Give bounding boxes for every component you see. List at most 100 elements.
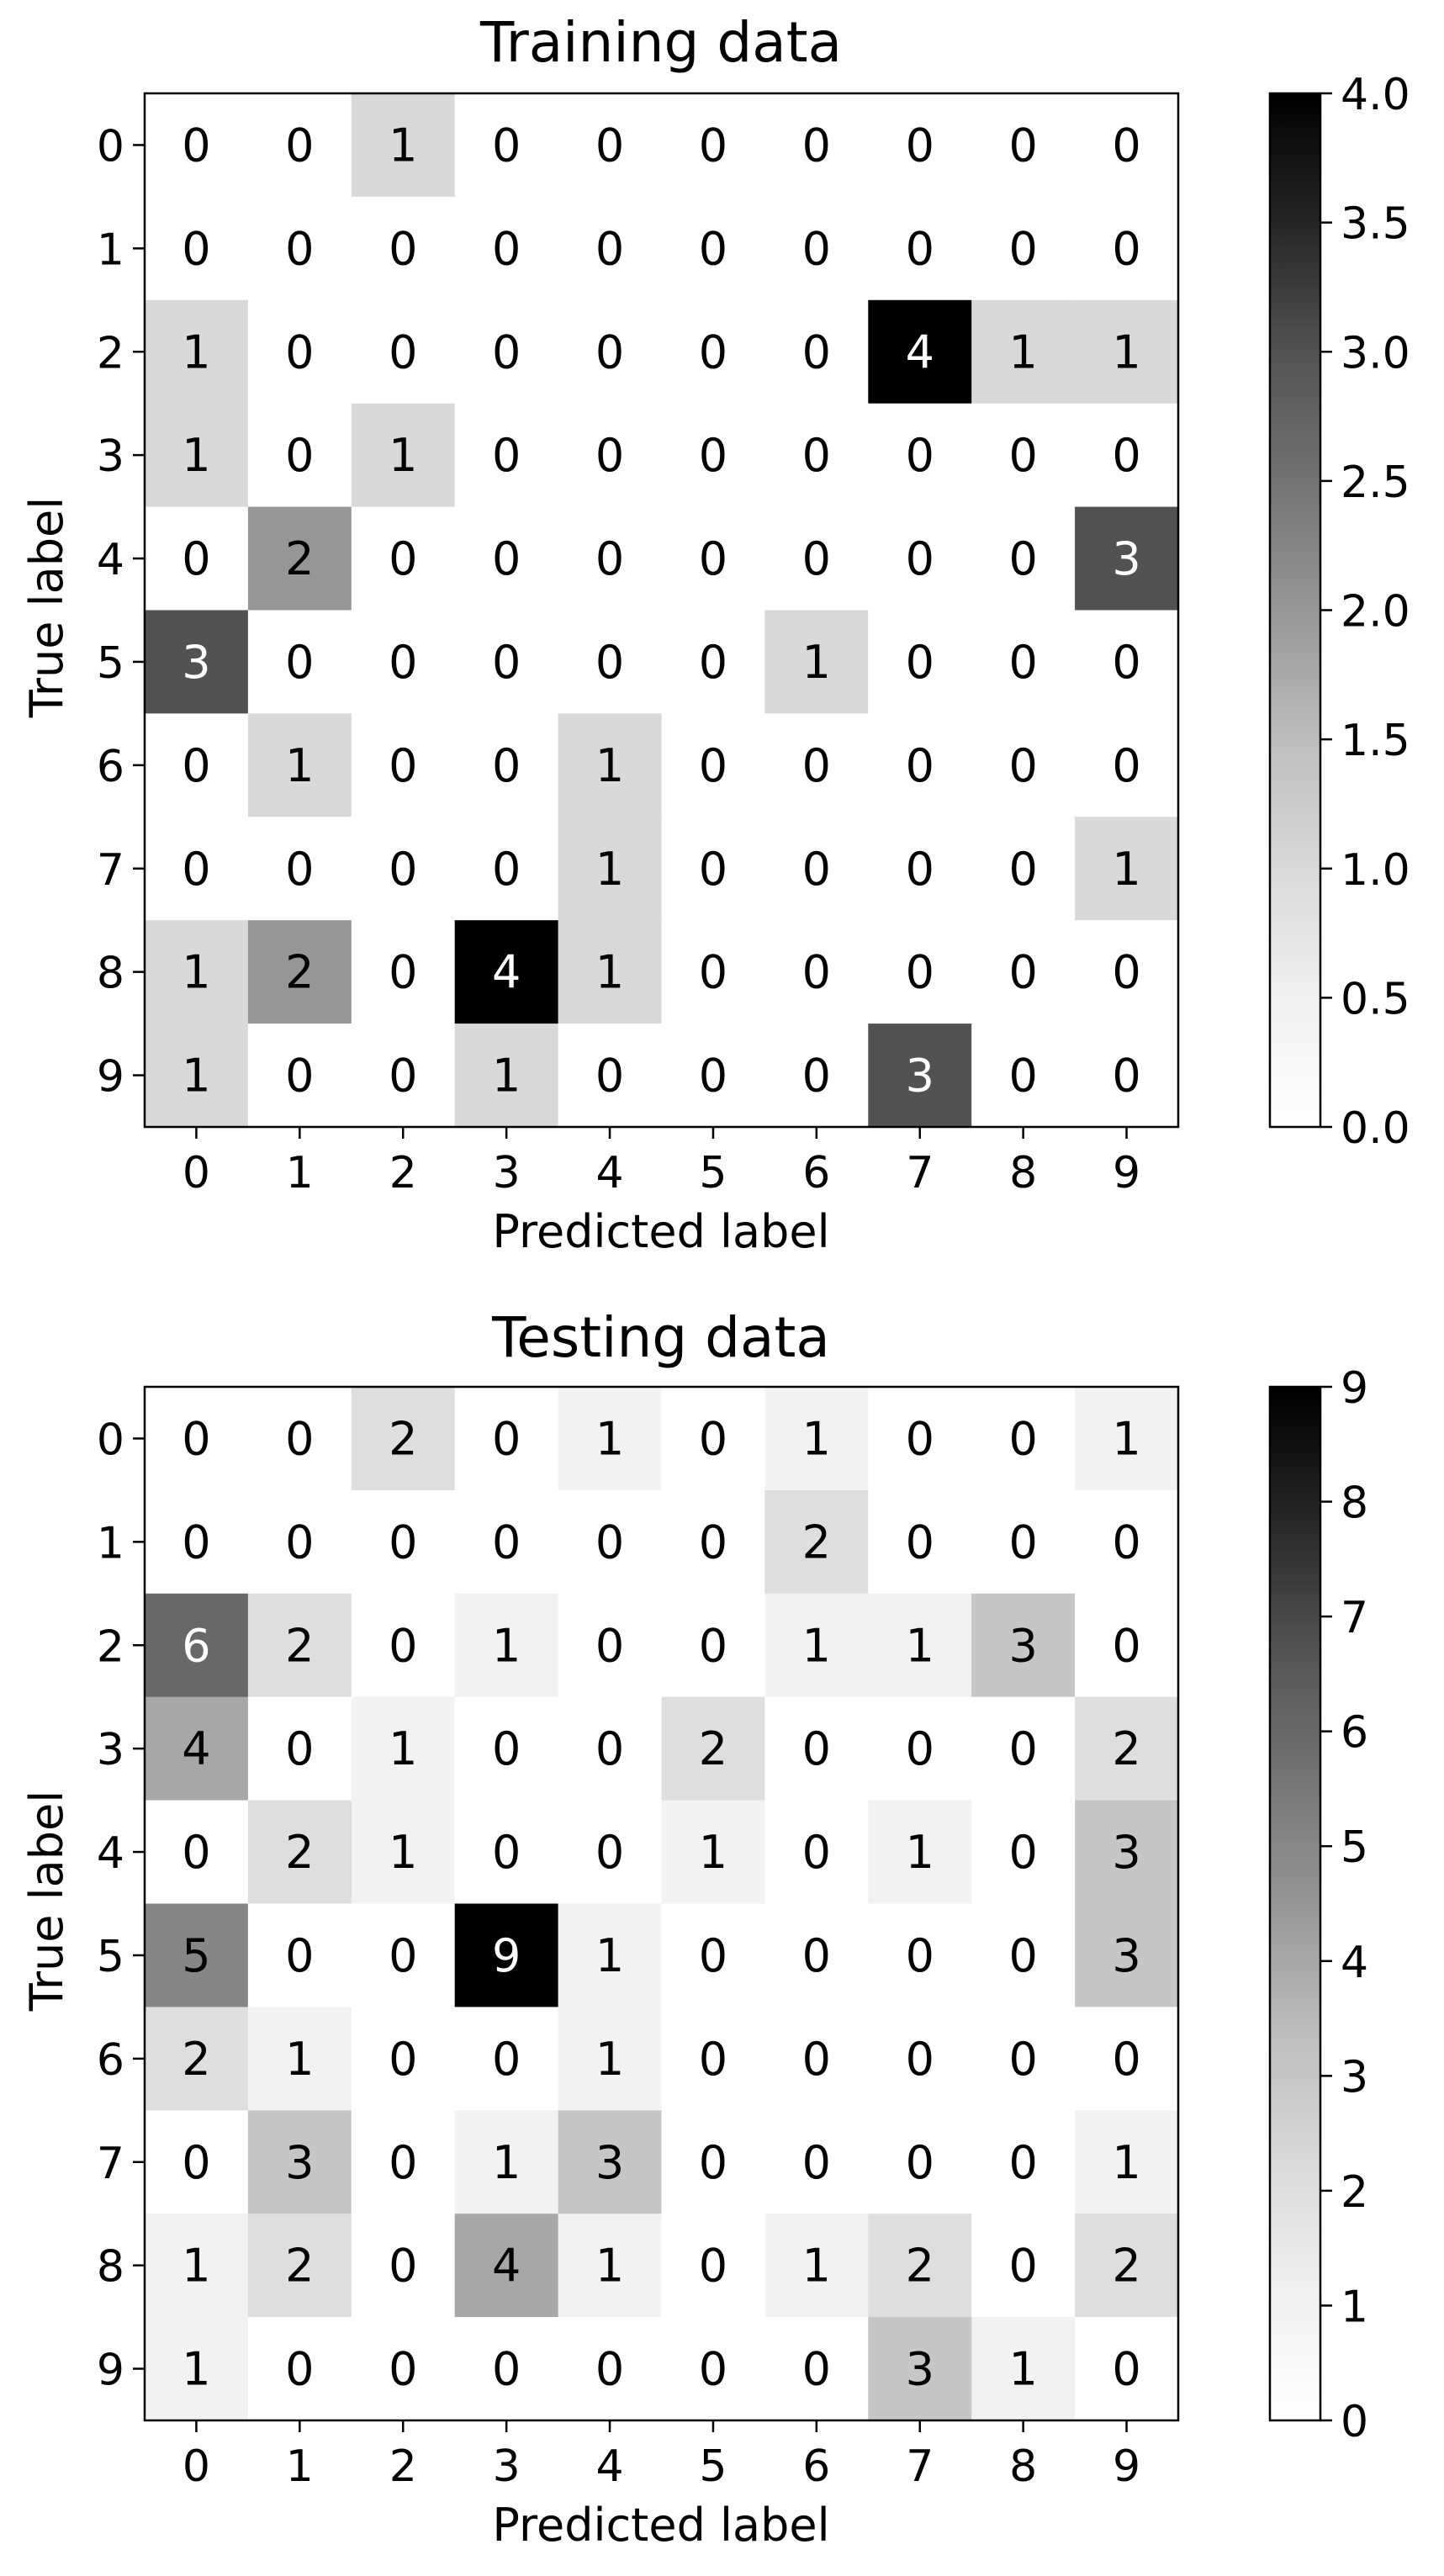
cell-value-label: 0 — [906, 946, 934, 999]
heatmap-cell — [661, 610, 765, 714]
cell-value-label: 0 — [699, 843, 727, 896]
heatmap-cell — [558, 1593, 663, 1698]
cell-value-label: 1 — [389, 1722, 417, 1775]
cell-value-label: 1 — [595, 843, 624, 896]
cell-value-label: 0 — [285, 1515, 314, 1568]
cell-value-label: 0 — [389, 2240, 417, 2293]
y-tick-label: 6 — [97, 2035, 124, 2086]
cell-value-label: 0 — [389, 1515, 417, 1568]
heatmap-cell — [454, 920, 559, 1024]
cell-value-label: 0 — [906, 1412, 934, 1465]
cell-value-label: 0 — [1008, 1412, 1037, 1465]
heatmap-cell — [145, 2214, 249, 2318]
colorbar-tick-label: 3.5 — [1341, 199, 1410, 250]
cell-value-label: 1 — [492, 1619, 521, 1672]
heatmap-cell — [454, 196, 559, 301]
cell-value-label: 0 — [699, 636, 727, 689]
cell-value-label: 2 — [285, 1826, 314, 1879]
cell-value-label: 1 — [1112, 2136, 1140, 2189]
heatmap-cell — [764, 403, 869, 508]
cell-value-label: 0 — [182, 532, 210, 585]
cell-value-label: 0 — [906, 532, 934, 585]
cell-value-label: 0 — [699, 739, 727, 792]
heatmap-cell — [454, 93, 559, 198]
heatmap-cell — [971, 1800, 1076, 1905]
heatmap-cell — [351, 1696, 456, 1801]
heatmap-cell — [145, 610, 249, 714]
cell-value-label: 1 — [595, 2033, 624, 2086]
heatmap-cell — [454, 1024, 559, 1128]
cell-value-label: 0 — [182, 1826, 210, 1879]
heatmap-cell — [764, 1593, 869, 1698]
heatmap-cell — [145, 403, 249, 508]
x-tick-label: 9 — [1113, 1148, 1140, 1198]
cell-value-label: 1 — [595, 946, 624, 999]
cell-value-label: 0 — [1008, 636, 1037, 689]
cell-value-label: 0 — [1008, 1826, 1037, 1879]
cell-value-label: 0 — [389, 1619, 417, 1672]
cell-value-label: 0 — [492, 1515, 521, 1568]
colorbar-tick-label: 2.5 — [1341, 458, 1410, 508]
heatmap-cell — [971, 610, 1076, 714]
cell-value-label: 0 — [802, 1722, 831, 1775]
cell-value-label: 0 — [595, 532, 624, 585]
heatmap-cell — [351, 1593, 456, 1698]
heatmap-cell — [661, 1696, 765, 1801]
cell-value-label: 0 — [802, 2033, 831, 2086]
cell-value-label: 0 — [1008, 2240, 1037, 2293]
cell-value-label: 0 — [1112, 1619, 1140, 1672]
x-tick-label: 5 — [699, 1148, 727, 1198]
heatmap-cell — [971, 2214, 1076, 2318]
cell-value-label: 1 — [182, 2343, 210, 2396]
heatmap-cell — [454, 2110, 559, 2214]
y-tick-label: 5 — [97, 638, 124, 689]
cell-value-label: 0 — [1112, 2343, 1140, 2396]
cell-value-label: 1 — [1112, 843, 1140, 896]
heatmap-cell — [247, 610, 352, 714]
heatmap-cell — [351, 1024, 456, 1128]
cell-value-label: 0 — [906, 1515, 934, 1568]
training-confusion-matrix: Training data Predicted label True label… — [20, 10, 1410, 1258]
cell-value-label: 0 — [285, 222, 314, 275]
heatmap-cell — [868, 1903, 972, 2007]
heatmap-cell — [247, 1387, 352, 1491]
colorbar-tick-label: 3.0 — [1341, 328, 1410, 378]
heatmap-cell — [247, 2007, 352, 2111]
y-tick-label: 8 — [97, 949, 124, 999]
cell-value-label: 3 — [1112, 1826, 1140, 1879]
heatmap-cell — [558, 1696, 663, 1801]
cell-value-label: 0 — [492, 1722, 521, 1775]
cell-value-label: 0 — [285, 429, 314, 482]
heatmap-cell — [1075, 2214, 1179, 2318]
heatmap-cell — [247, 2214, 352, 2318]
colorbar-tick-label: 0 — [1341, 2397, 1368, 2447]
heatmap-cell — [764, 817, 869, 921]
heatmap-cell — [145, 1489, 249, 1595]
heatmap-cell — [764, 920, 869, 1024]
cell-value-label: 0 — [699, 946, 727, 999]
heatmap-cell — [351, 196, 456, 301]
cell-value-label: 0 — [492, 222, 521, 275]
heatmap-cell — [868, 2110, 972, 2214]
heatmap-cell — [971, 2110, 1076, 2214]
heatmap-cell — [971, 2007, 1076, 2111]
cell-value-label: 0 — [1008, 2033, 1037, 2086]
cell-value-label: 0 — [595, 1826, 624, 1879]
heatmap-cell — [351, 2110, 456, 2214]
y-tick-label: 3 — [97, 431, 124, 482]
heatmap-cell — [661, 817, 765, 921]
heatmap-cell — [558, 93, 663, 198]
heatmap-cell — [1075, 299, 1179, 405]
heatmap-cell — [868, 1489, 972, 1595]
cell-value-label: 0 — [802, 325, 831, 378]
cell-value-label: 0 — [1008, 532, 1037, 585]
cell-value-label: 3 — [906, 1050, 934, 1103]
heatmap-cell — [1075, 1024, 1179, 1128]
heatmap-cell — [661, 1903, 765, 2007]
y-tick-label: 9 — [97, 2346, 124, 2396]
heatmap-cell — [558, 920, 663, 1024]
cell-value-label: 0 — [699, 429, 727, 482]
x-tick-label: 1 — [286, 2441, 314, 2492]
heatmap-cell — [351, 610, 456, 714]
heatmap-cell — [454, 610, 559, 714]
